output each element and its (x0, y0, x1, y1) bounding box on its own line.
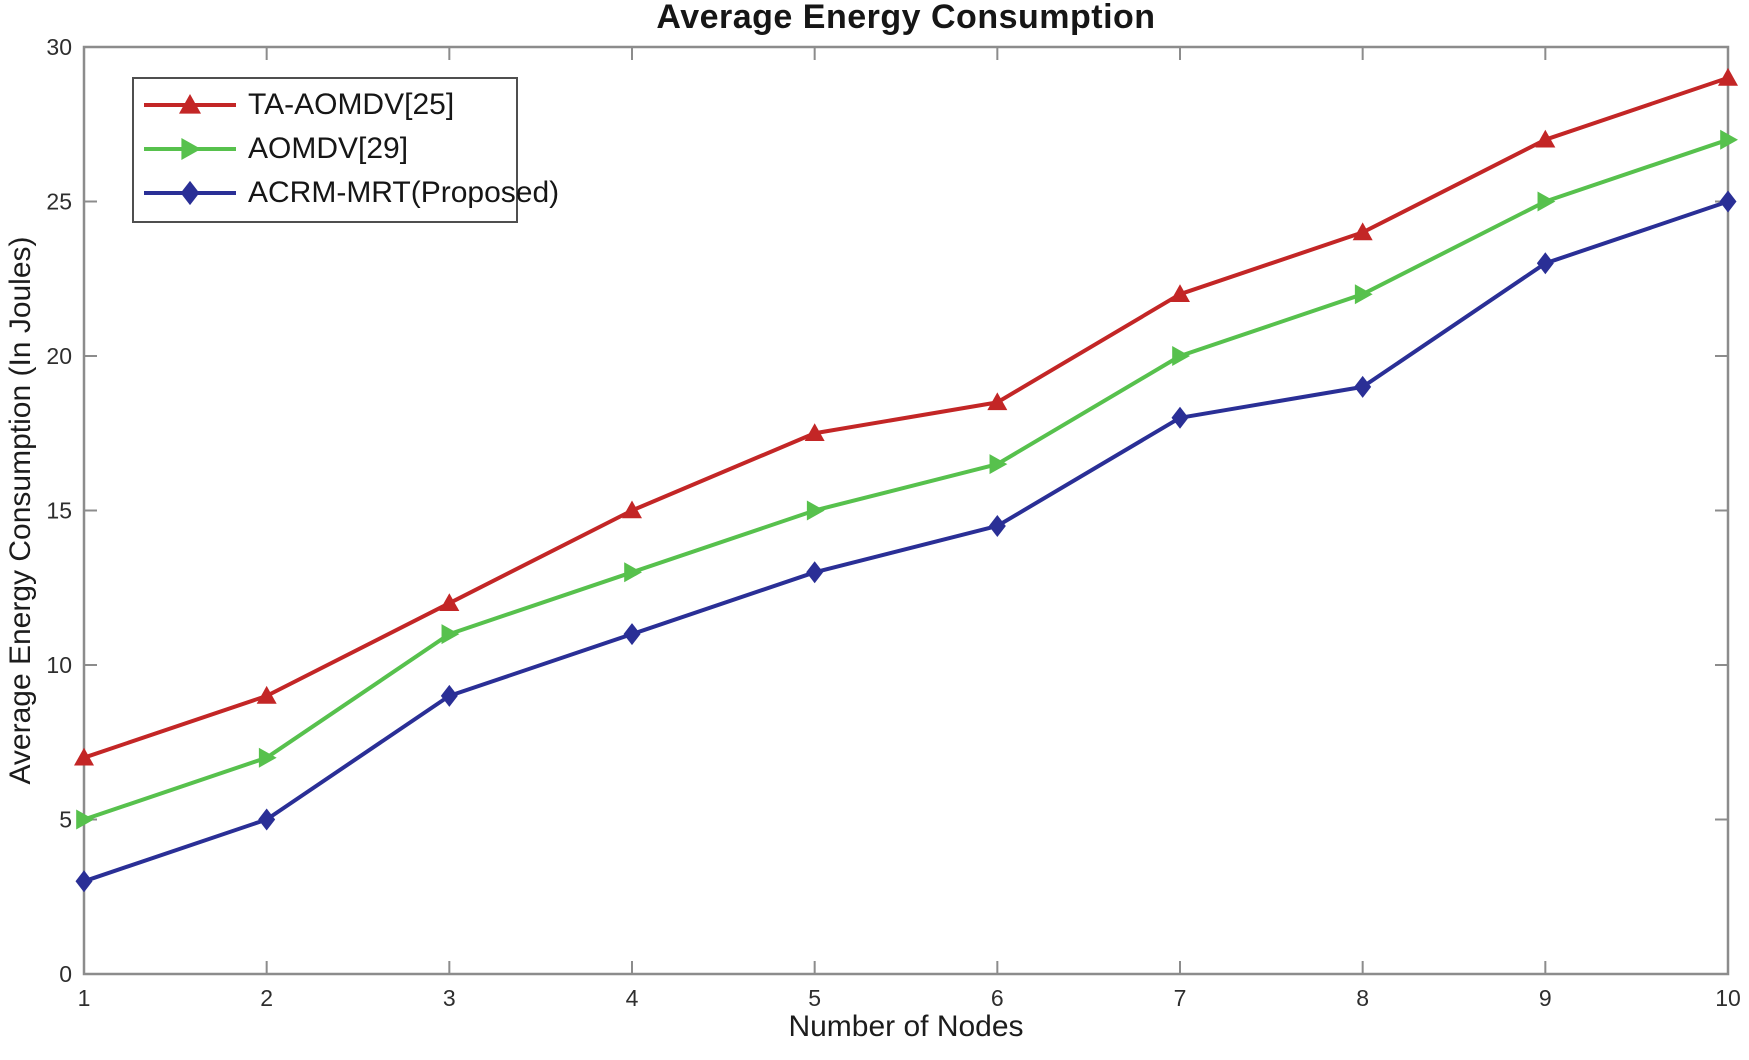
data-point-marker (74, 747, 94, 766)
data-point-marker (1719, 190, 1737, 213)
data-point-marker (989, 454, 1008, 475)
x-tick-label: 9 (1539, 985, 1552, 1011)
x-axis-label: Number of Nodes (788, 1010, 1024, 1043)
data-point-marker (1352, 222, 1373, 241)
data-point-marker (258, 747, 277, 768)
data-point-marker (441, 624, 460, 645)
legend-label: AOMDV[29] (248, 132, 409, 165)
x-tick-label: 1 (78, 985, 91, 1011)
data-point-marker (1537, 191, 1556, 212)
data-point-marker (806, 561, 824, 584)
data-point-marker (258, 808, 276, 831)
data-point-marker (987, 392, 1008, 411)
series-AOMDV[29] (76, 129, 1738, 830)
data-point-marker (1536, 252, 1554, 275)
legend-item: ACRM-MRT(Proposed) (140, 171, 559, 215)
x-tick-label: 5 (808, 985, 821, 1011)
y-tick-label: 5 (59, 807, 72, 833)
legend-item: TA-AOMDV[25] (140, 83, 510, 127)
data-point-marker (1170, 284, 1190, 302)
y-tick-label: 10 (46, 652, 72, 678)
data-point-marker (623, 623, 641, 646)
x-tick-label: 6 (991, 985, 1004, 1011)
y-tick-label: 0 (59, 961, 72, 987)
data-point-marker (440, 684, 458, 707)
series-ACRM-MRT(Proposed) (75, 190, 1737, 893)
x-tick-label: 8 (1356, 985, 1369, 1011)
y-tick-label: 15 (46, 498, 72, 524)
data-point-marker (624, 562, 642, 583)
data-point-marker (804, 423, 825, 442)
data-point-marker (1172, 346, 1190, 366)
series-line (82, 137, 1730, 822)
legend-item: AOMDV[29] (140, 127, 510, 171)
data-point-marker (806, 500, 825, 521)
data-point-marker (75, 870, 93, 893)
series-line (82, 75, 1730, 760)
x-tick-label: 3 (443, 985, 456, 1011)
x-tick-label: 7 (1174, 985, 1187, 1011)
x-tick-label: 2 (260, 985, 273, 1011)
legend-marker-diamond-icon (144, 180, 236, 206)
data-point-marker (988, 514, 1006, 537)
series-TA-AOMDV[25] (74, 67, 1738, 766)
data-point-marker (1720, 129, 1738, 150)
legend-label: TA-AOMDV[25] (248, 88, 455, 121)
data-point-marker (1354, 375, 1372, 398)
data-point-marker (1535, 129, 1556, 148)
chart-title: Average Energy Consumption (656, 0, 1156, 36)
data-point-marker (1354, 284, 1373, 305)
data-point-marker (256, 685, 277, 704)
data-point-marker (1718, 67, 1738, 86)
y-tick-label: 25 (46, 189, 72, 215)
x-tick-label: 4 (626, 985, 639, 1011)
y-axis-label: Average Energy Consumption (In Joules) (4, 236, 37, 785)
series-line (82, 199, 1730, 884)
y-tick-label: 30 (46, 34, 72, 60)
x-tick-label: 10 (1715, 985, 1741, 1011)
data-point-marker (439, 593, 460, 611)
y-tick-label: 20 (46, 343, 72, 369)
legend-marker-triangle-right-icon (144, 138, 236, 160)
legend-marker-triangle-up-icon (144, 94, 236, 114)
legend-label: ACRM-MRT(Proposed) (248, 176, 560, 209)
data-point-marker (622, 500, 642, 519)
data-point-marker (76, 809, 94, 830)
data-point-marker (1171, 406, 1189, 429)
legend: TA-AOMDV[25] AOMDV[29] ACRM-MRT(Proposed… (132, 77, 559, 223)
